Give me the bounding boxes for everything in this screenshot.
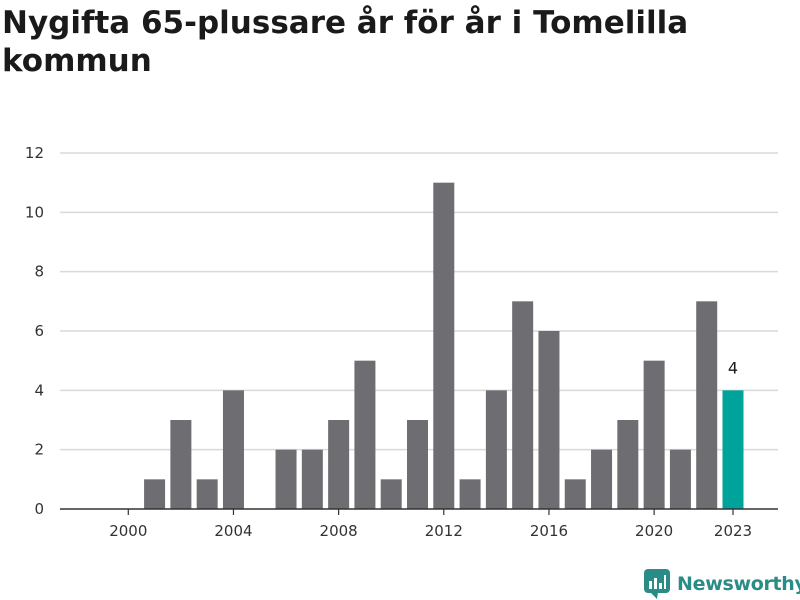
bar-2023[interactable] <box>722 390 744 509</box>
bar-2006[interactable] <box>275 449 297 509</box>
x-tick-label: 2008 <box>320 522 358 540</box>
bar-2014[interactable] <box>485 390 507 509</box>
bar-2021[interactable] <box>669 449 691 509</box>
x-tick-label: 2020 <box>635 522 673 540</box>
x-tick-label: 2012 <box>425 522 463 540</box>
x-tick-label: 2000 <box>109 522 147 540</box>
x-tick-label: 2023 <box>714 522 752 540</box>
y-tick-label: 10 <box>25 203 44 221</box>
newsworthy-logo[interactable]: Newsworthy <box>644 568 800 600</box>
data-label-2023: 4 <box>728 358 738 377</box>
bar-2010[interactable] <box>380 479 402 509</box>
bar-2007[interactable] <box>301 449 323 509</box>
bar-2019[interactable] <box>617 420 639 509</box>
y-tick-label: 2 <box>34 441 44 459</box>
bar-2001[interactable] <box>144 479 166 509</box>
y-tick-label: 6 <box>34 322 44 340</box>
y-tick-label: 0 <box>34 500 44 518</box>
bar-2022[interactable] <box>696 301 718 509</box>
axes <box>60 508 778 515</box>
bar-2016[interactable] <box>538 331 560 509</box>
bar-2009[interactable] <box>354 360 376 509</box>
x-tick-label: 2016 <box>530 522 568 540</box>
bar-2018[interactable] <box>591 449 613 509</box>
bars <box>144 182 744 510</box>
gridlines <box>60 152 778 451</box>
bar-2015[interactable] <box>512 301 534 509</box>
bar-2011[interactable] <box>407 420 428 509</box>
bar-2002[interactable] <box>170 420 192 509</box>
chart-title: Nygifta 65-plussare år för år i Tomelill… <box>2 5 689 79</box>
y-tick-label: 4 <box>34 381 44 399</box>
y-tick-label: 8 <box>34 263 44 281</box>
bar-2017[interactable] <box>564 479 586 509</box>
y-tick-label: 12 <box>25 144 44 162</box>
bar-2003[interactable] <box>196 479 218 509</box>
bar-2013[interactable] <box>459 479 481 509</box>
bar-2004[interactable] <box>222 390 244 509</box>
brand-name: Newsworthy <box>677 573 800 595</box>
bar-2020[interactable] <box>643 360 665 509</box>
newsworthy-logo-icon <box>644 569 670 599</box>
bar-2008[interactable] <box>328 420 350 509</box>
bar-2012[interactable] <box>433 182 455 510</box>
x-tick-label: 2004 <box>214 522 252 540</box>
labels: 0 2 4 6 8 10 12 2000 2004 2008 2012 2016 2020 2023 4 <box>25 144 752 540</box>
